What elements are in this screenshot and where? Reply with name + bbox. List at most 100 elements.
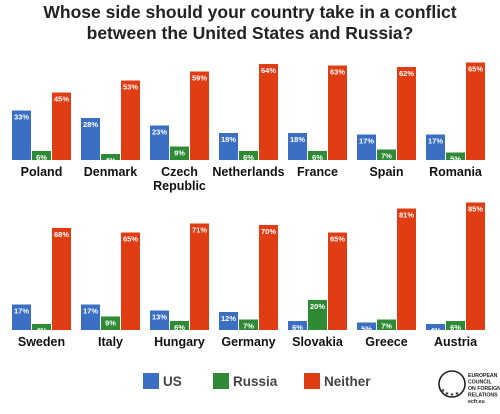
bar-label-czech-republic-neither: 59% xyxy=(192,74,207,83)
bar-france-neither xyxy=(328,65,347,160)
bar-poland-russia xyxy=(32,151,51,160)
bar-label-france-russia: 6% xyxy=(312,153,323,162)
bar-label-denmark-neither: 53% xyxy=(123,83,138,92)
bar-label-austria-neither: 85% xyxy=(468,205,483,214)
bar-hungary-russia xyxy=(170,321,189,330)
bar-label-austria-russia: 6% xyxy=(450,323,461,332)
legend-swatch-neither xyxy=(304,373,320,389)
bar-greece-neither xyxy=(397,208,416,330)
bar-austria-russia xyxy=(446,321,465,330)
bar-label-romania-russia: 5% xyxy=(450,155,461,164)
legend-label-russia: Russia xyxy=(233,374,278,389)
bar-slovakia-neither xyxy=(328,232,347,330)
bar-denmark-russia xyxy=(101,154,120,160)
bar-label-hungary-russia: 6% xyxy=(174,323,185,332)
bar-spain-us xyxy=(357,134,376,160)
bar-label-france-us: 18% xyxy=(290,135,305,144)
bar-label-hungary-us: 13% xyxy=(152,313,167,322)
category-label-spain: Spain xyxy=(369,165,403,179)
bar-germany-neither xyxy=(259,225,278,330)
bar-austria-neither xyxy=(466,202,485,330)
chart-title-line-1: Whose side should your country take in a… xyxy=(43,2,457,22)
logo-star-icon: ★ xyxy=(455,391,460,397)
bar-label-italy-neither: 65% xyxy=(123,235,138,244)
category-label-sweden: Sweden xyxy=(18,335,65,349)
category-label-romania: Romania xyxy=(429,165,483,179)
bar-label-slovakia-us: 6% xyxy=(292,323,303,332)
logo-text-on-foreign: ON FOREIGN xyxy=(468,386,500,392)
bar-label-romania-us: 17% xyxy=(428,137,443,146)
bar-label-slovakia-neither: 65% xyxy=(330,235,345,244)
bar-netherlands-neither xyxy=(259,64,278,160)
bar-italy-neither xyxy=(121,232,140,330)
bar-label-france-neither: 63% xyxy=(330,68,345,77)
category-label-france: France xyxy=(297,165,338,179)
bar-romania-neither xyxy=(466,62,485,160)
bar-label-poland-neither: 45% xyxy=(54,95,69,104)
bar-netherlands-russia xyxy=(239,151,258,160)
bar-sweden-neither xyxy=(52,228,71,330)
bar-label-sweden-russia: 4% xyxy=(36,326,47,335)
bar-label-netherlands-russia: 6% xyxy=(243,153,254,162)
bar-spain-russia xyxy=(377,149,396,160)
bar-label-sweden-neither: 68% xyxy=(54,230,69,239)
bar-greece-us xyxy=(357,322,376,330)
bar-sweden-us xyxy=(12,304,31,330)
category-label-greece: Greece xyxy=(365,335,407,349)
bar-denmark-us xyxy=(81,118,100,160)
bar-label-netherlands-us: 18% xyxy=(221,135,236,144)
bar-label-germany-us: 12% xyxy=(221,314,236,323)
bar-label-austria-us: 4% xyxy=(430,326,441,335)
bar-sweden-russia xyxy=(32,324,51,330)
chart-title-line-2: between the United States and Russia? xyxy=(86,23,414,43)
bar-italy-us xyxy=(81,304,100,330)
category-label-slovakia: Slovakia xyxy=(292,335,344,349)
bar-label-romania-neither: 65% xyxy=(468,65,483,74)
bar-slovakia-us xyxy=(288,321,307,330)
category-label-netherlands: Netherlands xyxy=(212,165,284,179)
bar-italy-russia xyxy=(101,316,120,330)
bar-label-poland-russia: 6% xyxy=(36,153,47,162)
bar-label-czech-republic-russia: 9% xyxy=(174,149,185,158)
bar-greece-russia xyxy=(377,319,396,330)
bar-label-italy-us: 17% xyxy=(83,307,98,316)
bar-germany-us xyxy=(219,312,238,330)
bar-poland-us xyxy=(12,110,31,160)
bar-label-germany-neither: 70% xyxy=(261,227,276,236)
bar-label-greece-neither: 81% xyxy=(399,211,414,220)
bar-label-germany-russia: 7% xyxy=(243,322,254,331)
logo-star-icon: ★ xyxy=(445,391,450,397)
bar-czech-republic-neither xyxy=(190,71,209,160)
bar-austria-us xyxy=(426,324,445,330)
bar-poland-neither xyxy=(52,92,71,160)
category-label-poland: Poland xyxy=(21,165,63,179)
logo-star-icon: ★ xyxy=(450,392,455,398)
bar-label-greece-russia: 7% xyxy=(381,322,392,331)
logo-text-ecfr-eu: ecfr.eu xyxy=(468,399,485,405)
bar-label-spain-us: 17% xyxy=(359,137,374,146)
legend-label-us: US xyxy=(163,374,182,389)
logo-circle-icon xyxy=(438,370,466,398)
bar-slovakia-russia xyxy=(308,300,327,330)
bar-label-greece-us: 5% xyxy=(361,325,372,334)
bar-netherlands-us xyxy=(219,133,238,160)
bar-label-sweden-us: 17% xyxy=(14,307,29,316)
bar-label-slovakia-russia: 20% xyxy=(310,302,325,311)
bar-label-czech-republic-us: 23% xyxy=(152,128,167,137)
bar-czech-republic-us xyxy=(150,125,169,160)
bar-label-denmark-russia: 4% xyxy=(105,156,116,165)
bar-hungary-us xyxy=(150,310,169,330)
bar-czech-republic-russia xyxy=(170,146,189,160)
category-label-italy: Italy xyxy=(98,335,123,349)
bar-romania-us xyxy=(426,134,445,160)
bar-label-spain-neither: 62% xyxy=(399,69,414,78)
category-label-austria: Austria xyxy=(434,335,478,349)
bar-label-poland-us: 33% xyxy=(14,113,29,122)
bar-romania-russia xyxy=(446,152,465,160)
legend-label-neither: Neither xyxy=(324,374,371,389)
category-label-denmark: Denmark xyxy=(84,165,138,179)
legend-swatch-russia xyxy=(213,373,229,389)
bar-label-italy-russia: 9% xyxy=(105,319,116,328)
bar-france-russia xyxy=(308,151,327,160)
